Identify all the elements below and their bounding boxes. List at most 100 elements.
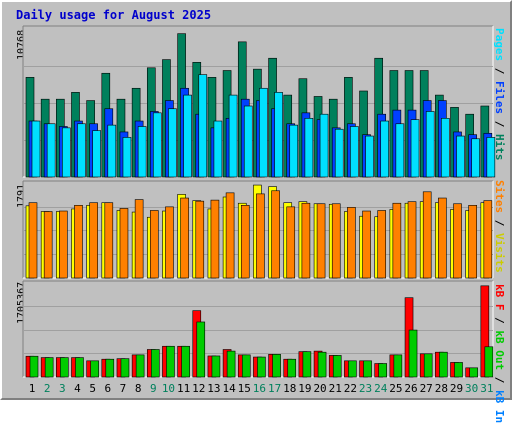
x-tick-label: 8 xyxy=(135,382,142,395)
bar-pages xyxy=(274,92,283,178)
bar-pages xyxy=(62,127,71,178)
bar-pages xyxy=(259,87,268,178)
bar-kb-out xyxy=(135,354,145,378)
bar-sites xyxy=(225,192,235,279)
bar-kb-out xyxy=(348,360,357,378)
x-tick-label: 24 xyxy=(374,382,388,395)
bar-sites xyxy=(377,210,387,279)
x-tick-label: 20 xyxy=(313,382,326,395)
x-tick-label: 14 xyxy=(222,382,236,395)
bar-pages xyxy=(198,74,208,178)
bar-kb-out xyxy=(378,363,388,378)
bar-sites xyxy=(468,205,477,279)
bar-pages xyxy=(304,117,314,178)
x-tick-label: 28 xyxy=(435,382,448,395)
bar-sites xyxy=(59,210,68,279)
bar-pages xyxy=(243,105,253,178)
bar-kb-out xyxy=(226,350,236,378)
bar-pages xyxy=(289,124,299,178)
bar-kb-out xyxy=(393,354,403,378)
bar-kb-out xyxy=(469,367,478,378)
chart-title: Daily usage for August 2025 xyxy=(16,8,212,22)
usage-chart: 1 2 3 4 5 6 7 8 9 10 11 12 13 14 15 16 17 18 19 20 21 22 23 24 2… xyxy=(22,25,496,395)
bar-kb-out xyxy=(150,349,160,378)
bar-kb-out xyxy=(120,358,130,378)
x-tick-label: 10 xyxy=(162,382,175,395)
bar-kb-out xyxy=(29,355,39,378)
bar-sites xyxy=(271,190,280,279)
bar-sites xyxy=(438,197,447,279)
bar-sites xyxy=(331,203,341,279)
x-tick-label: 19 xyxy=(298,382,311,395)
bar-pages xyxy=(380,120,390,178)
bar-sites xyxy=(392,202,402,279)
bar-pages xyxy=(471,138,480,178)
bar-pages xyxy=(107,124,117,178)
bar-kb-out xyxy=(90,360,99,378)
x-tick-label: 6 xyxy=(104,382,111,395)
bar-pages xyxy=(168,108,177,178)
bar-sites xyxy=(362,210,371,279)
bar-pages xyxy=(213,120,223,178)
bar-sites xyxy=(43,211,53,279)
bar-sites xyxy=(483,200,493,279)
x-tick-label: 29 xyxy=(450,382,463,395)
bar-pages xyxy=(46,123,56,178)
bar-pages xyxy=(228,94,238,178)
bar-kb-out xyxy=(166,345,175,378)
x-tick-label: 31 xyxy=(480,382,493,395)
x-tick-label: 2 xyxy=(44,382,51,395)
bar-kb-out xyxy=(44,357,54,378)
bar-pages xyxy=(319,113,329,178)
bar-sites xyxy=(28,202,38,279)
bar-sites xyxy=(301,202,311,279)
x-tick-label: 7 xyxy=(120,382,127,395)
bar-sites xyxy=(422,191,432,279)
x-tick-label: 18 xyxy=(283,382,296,395)
bar-sites xyxy=(256,193,265,279)
bar-sites xyxy=(74,205,83,279)
x-tick-label: 9 xyxy=(150,382,157,395)
bar-pages xyxy=(486,137,496,178)
bar-pages xyxy=(77,123,86,178)
bar-kb-out xyxy=(272,354,281,378)
bar-kb-out xyxy=(363,360,372,378)
x-tick-label: 25 xyxy=(389,382,402,395)
bar-sites xyxy=(119,208,129,279)
bar-sites xyxy=(210,199,220,279)
bar-sites xyxy=(240,205,250,279)
x-tick-label: 4 xyxy=(74,382,81,395)
bar-sites xyxy=(165,206,174,279)
x-tick-label: 13 xyxy=(207,382,220,395)
bar-sites xyxy=(180,197,189,279)
bar-kb-out xyxy=(181,345,190,378)
bar-kb-out xyxy=(75,357,84,378)
bar-pages xyxy=(395,123,405,178)
bar-kb-out xyxy=(60,357,69,378)
bar-pages xyxy=(152,112,162,178)
bar-sites xyxy=(149,210,159,279)
bar-kb-out xyxy=(423,353,433,378)
bar-kb-out xyxy=(454,362,463,378)
bar-pages xyxy=(410,119,420,178)
x-tick-label: 12 xyxy=(192,382,205,395)
bar-kb-out xyxy=(332,355,342,378)
bar-sites xyxy=(104,202,114,279)
bar-sites xyxy=(134,199,144,279)
x-tick-label: 21 xyxy=(329,382,342,395)
bar-sites xyxy=(316,203,326,279)
bar-pages xyxy=(31,120,41,178)
x-tick-label: 30 xyxy=(465,382,478,395)
x-tick-label: 11 xyxy=(177,382,190,395)
x-tick-label: 17 xyxy=(268,382,281,395)
x-tick-label: 15 xyxy=(238,382,251,395)
bar-sites xyxy=(89,202,98,279)
bar-kb-out xyxy=(439,351,448,378)
bar-sites xyxy=(286,206,296,279)
bar-kb-out xyxy=(408,329,418,378)
bar-kb-out xyxy=(241,354,251,378)
x-tick-label: 26 xyxy=(404,382,417,395)
bar-sites xyxy=(195,200,205,279)
bar-kb-out xyxy=(287,358,297,378)
x-tick-label: 23 xyxy=(359,382,372,395)
